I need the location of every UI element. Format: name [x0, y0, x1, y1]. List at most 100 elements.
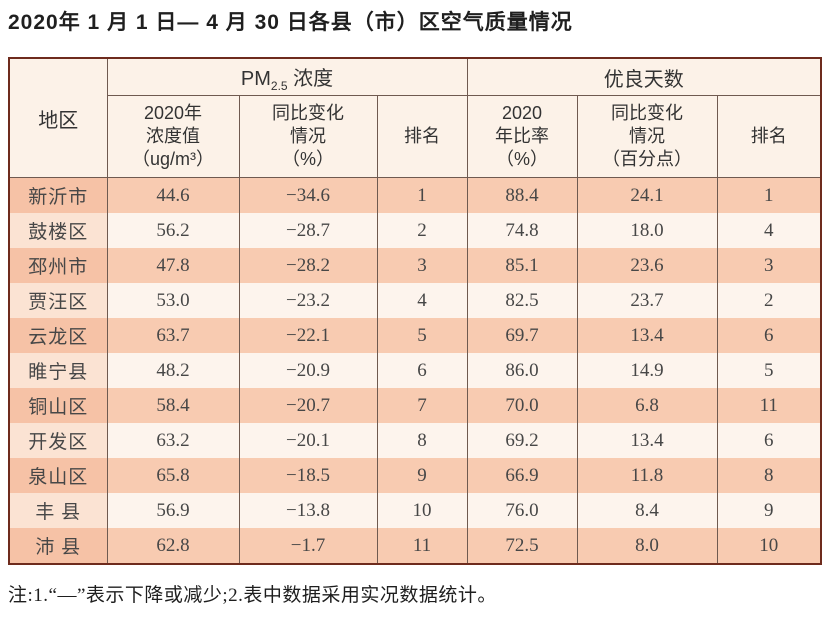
- cell-good-ratio: 69.2: [466, 423, 578, 459]
- cell-pm-value: 62.8: [106, 528, 239, 565]
- cell-good-change: 18.0: [576, 213, 718, 249]
- cell-pm-rank: 10: [376, 493, 468, 529]
- header-sub-row: 2020年 浓度值 （ug/m³） 同比变化 情况 （%） 排名 2020 年比…: [9, 95, 822, 179]
- table-row: 云龙区 63.7 −22.1 5 69.7 13.4 6: [8, 318, 822, 354]
- cell-good-rank: 8: [716, 458, 822, 494]
- cell-pm-change: −18.5: [238, 458, 377, 494]
- cell-pm-value: 48.2: [106, 353, 239, 389]
- cell-pm-value: 65.8: [106, 458, 239, 494]
- header-group-good-days: 优良天数: [466, 58, 822, 97]
- table-row: 沛 县 62.8 −1.7 11 72.5 8.0 10: [8, 528, 822, 565]
- cell-region: 鼓楼区: [8, 213, 107, 249]
- cell-pm-value: 56.9: [106, 493, 239, 529]
- table-row: 鼓楼区 56.2 −28.7 2 74.8 18.0 4: [8, 213, 822, 249]
- cell-good-ratio: 82.5: [466, 283, 578, 319]
- header-pm-rank: 排名: [376, 95, 468, 179]
- header-good-change: 同比变化 情况 （百分点）: [576, 95, 718, 179]
- cell-good-change: 24.1: [576, 177, 718, 214]
- cell-pm-change: −23.2: [238, 283, 377, 319]
- cell-good-rank: 6: [716, 318, 822, 354]
- cell-region: 云龙区: [8, 318, 107, 354]
- cell-good-change: 11.8: [576, 458, 718, 494]
- cell-region: 沛 县: [8, 528, 107, 565]
- cell-good-change: 6.8: [576, 388, 718, 424]
- cell-region: 开发区: [8, 423, 107, 459]
- cell-pm-value: 58.4: [106, 388, 239, 424]
- cell-good-rank: 2: [716, 283, 822, 319]
- cell-pm-change: −13.8: [238, 493, 377, 529]
- cell-region: 新沂市: [8, 177, 107, 214]
- cell-region: 丰 县: [8, 493, 107, 529]
- footnote: 注:1.“—”表示下降或减少;2.表中数据采用实况数据统计。: [8, 585, 497, 607]
- cell-region: 铜山区: [8, 388, 107, 424]
- cell-pm-value: 63.2: [106, 423, 239, 459]
- air-quality-table: 地区 PM2.5 浓度 优良天数 2020年 浓度值 （ug/m³） 同比变化 …: [8, 57, 823, 566]
- cell-good-change: 23.6: [576, 248, 718, 284]
- cell-pm-rank: 7: [376, 388, 468, 424]
- page: 2020年 1 月 1 日— 4 月 30 日各县（市）区空气质量情况 地区 P…: [8, 11, 823, 607]
- cell-pm-rank: 5: [376, 318, 468, 354]
- cell-pm-change: −20.9: [238, 353, 377, 389]
- table-row: 丰 县 56.9 −13.8 10 76.0 8.4 9: [8, 493, 822, 529]
- cell-pm-rank: 6: [376, 353, 468, 389]
- cell-good-rank: 6: [716, 423, 822, 459]
- table-row: 邳州市 47.8 −28.2 3 85.1 23.6 3: [8, 248, 822, 284]
- cell-good-change: 23.7: [576, 283, 718, 319]
- cell-pm-rank: 9: [376, 458, 468, 494]
- cell-region: 贾汪区: [8, 283, 107, 319]
- cell-good-rank: 11: [716, 388, 822, 424]
- cell-good-rank: 9: [716, 493, 822, 529]
- page-title: 2020年 1 月 1 日— 4 月 30 日各县（市）区空气质量情况: [8, 11, 573, 34]
- cell-pm-change: −28.2: [238, 248, 377, 284]
- cell-pm-rank: 2: [376, 213, 468, 249]
- cell-good-ratio: 70.0: [466, 388, 578, 424]
- table-row: 开发区 63.2 −20.1 8 69.2 13.4 6: [8, 423, 822, 459]
- cell-good-ratio: 76.0: [466, 493, 578, 529]
- header-good-ratio: 2020 年比率 （%）: [466, 95, 578, 179]
- table-row: 睢宁县 48.2 −20.9 6 86.0 14.9 5: [8, 353, 822, 389]
- cell-good-ratio: 85.1: [466, 248, 578, 284]
- cell-good-change: 8.0: [576, 528, 718, 565]
- cell-region: 邳州市: [8, 248, 107, 284]
- header-pm-value: 2020年 浓度值 （ug/m³）: [106, 95, 239, 179]
- cell-good-ratio: 86.0: [466, 353, 578, 389]
- cell-good-ratio: 88.4: [466, 177, 578, 214]
- cell-pm-rank: 11: [376, 528, 468, 565]
- cell-good-ratio: 72.5: [466, 528, 578, 565]
- cell-pm-change: −20.7: [238, 388, 377, 424]
- cell-good-rank: 10: [716, 528, 822, 565]
- cell-good-rank: 5: [716, 353, 822, 389]
- cell-good-change: 13.4: [576, 423, 718, 459]
- cell-good-ratio: 74.8: [466, 213, 578, 249]
- pm25-label: PM2.5 浓度: [240, 67, 334, 93]
- header-group-row: 地区 PM2.5 浓度 优良天数: [8, 58, 822, 179]
- table-row: 铜山区 58.4 −20.7 7 70.0 6.8 11: [8, 388, 822, 424]
- cell-pm-rank: 1: [376, 177, 468, 214]
- cell-pm-change: −28.7: [238, 213, 377, 249]
- cell-good-ratio: 69.7: [466, 318, 578, 354]
- header-good-rank: 排名: [716, 95, 822, 179]
- cell-region: 泉山区: [8, 458, 107, 494]
- cell-pm-value: 47.8: [106, 248, 239, 284]
- cell-pm-change: −1.7: [238, 528, 377, 565]
- header-group-pm25: PM2.5 浓度: [106, 58, 468, 97]
- cell-pm-rank: 4: [376, 283, 468, 319]
- cell-pm-change: −34.6: [238, 177, 377, 214]
- table-row: 新沂市 44.6 −34.6 1 88.4 24.1 1: [8, 177, 822, 214]
- cell-region: 睢宁县: [8, 353, 107, 389]
- header-pm-change: 同比变化 情况 （%）: [238, 95, 377, 179]
- table-row: 泉山区 65.8 −18.5 9 66.9 11.8 8: [8, 458, 822, 494]
- cell-pm-change: −20.1: [238, 423, 377, 459]
- header-region: 地区: [8, 58, 107, 179]
- cell-pm-rank: 8: [376, 423, 468, 459]
- table-row: 贾汪区 53.0 −23.2 4 82.5 23.7 2: [8, 283, 822, 319]
- cell-good-rank: 3: [716, 248, 822, 284]
- cell-good-change: 14.9: [576, 353, 718, 389]
- cell-good-ratio: 66.9: [466, 458, 578, 494]
- cell-pm-value: 44.6: [106, 177, 239, 214]
- cell-good-change: 8.4: [576, 493, 718, 529]
- cell-good-rank: 1: [716, 177, 822, 214]
- cell-pm-value: 53.0: [106, 283, 239, 319]
- cell-good-rank: 4: [716, 213, 822, 249]
- table-body: 新沂市 44.6 −34.6 1 88.4 24.1 1 鼓楼区 56.2 −2…: [8, 177, 822, 565]
